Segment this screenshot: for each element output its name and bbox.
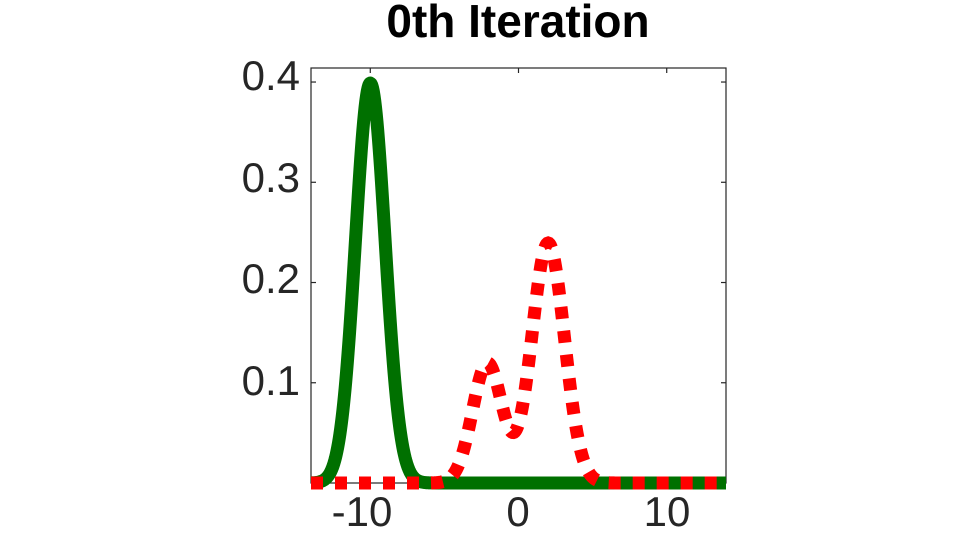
x-tick-label-0: 0: [506, 488, 530, 535]
chart-title: 0th Iteration: [386, 0, 650, 47]
x-tick-label-minus10: -10: [331, 488, 393, 535]
red-dotted-curve: [311, 236, 726, 490]
y-tick-label-0.4: 0.4: [241, 52, 300, 99]
y-tick-label-0.1: 0.1: [241, 357, 300, 404]
curves: [305, 76, 732, 490]
x-tick-label-10: 10: [643, 488, 691, 535]
y-tick-label-0.2: 0.2: [241, 255, 300, 302]
green-solid-curve: [305, 76, 732, 490]
y-tick-label-0.3: 0.3: [241, 154, 300, 201]
